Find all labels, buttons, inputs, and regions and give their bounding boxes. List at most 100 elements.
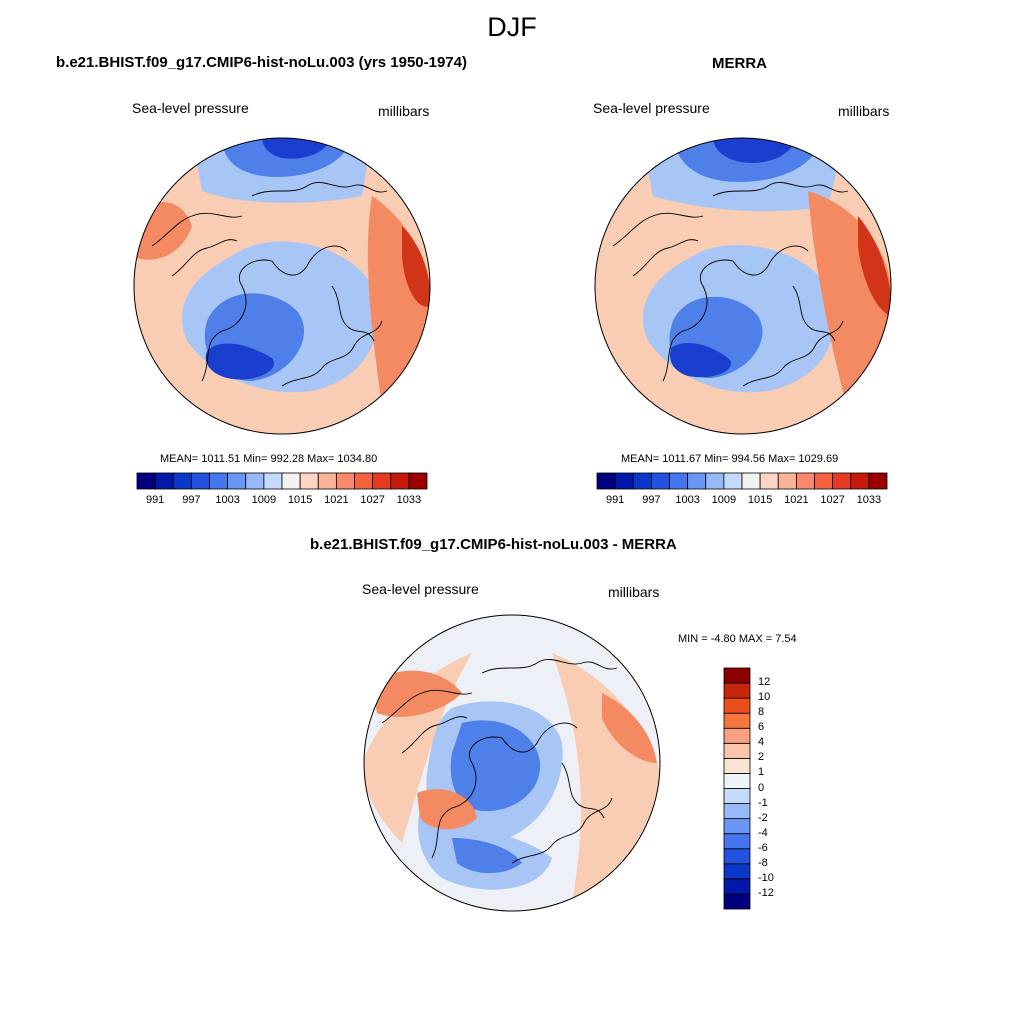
panel1-colorbar-box [190,472,210,490]
panel3-stats: MIN = -4.80 MAX = 7.54 [678,633,797,645]
panel3-colorbar-tick-label: -1 [758,796,768,809]
coastline [712,182,849,197]
panel2-units-label: millibars [838,103,890,119]
contour-region [552,653,660,903]
panel3-colorbar-tick-label: -4 [758,826,768,839]
panel3-colorbar-tick-label: 6 [758,721,765,734]
panel1-colorbar-tick-label: 1009 [251,494,277,506]
panel1-colorbar-tick-label: 1027 [360,494,385,506]
panel3-colorbar-box [723,697,751,714]
contour-region [858,216,891,316]
panel2-colorbar-tick-label: 1003 [675,494,700,506]
panel2-colorbar-box [705,472,725,490]
panel2-colorbar-box [687,472,707,490]
panel3-colorbar-box [723,667,751,684]
panel1-colorbar-ticks: 991 997 1003 1009 1015 1021 1027 1033 [137,494,427,508]
panel2-colorbar-box [632,472,652,490]
panel2-colorbar-tick-label: 997 [642,494,661,506]
panel2-colorbar-box [614,472,634,490]
panel3-units-label: millibars [608,584,660,600]
panel3-colorbar-box [723,848,751,865]
panel1-variable-label: Sea-level pressure [132,100,249,116]
panel2-colorbar-box [669,472,689,490]
panel3-colorbar-tick-label: 12 [758,676,771,689]
panel1-colorbar-tick-label: 1021 [324,494,349,506]
panel3-colorbar-tick-label: -8 [758,856,768,869]
coastline [632,239,699,277]
panel2-title: MERRA [712,55,767,72]
panel3-colorbar-box [723,818,751,835]
panel1-colorbar-box [227,472,247,490]
coastline [381,689,473,724]
panel1-polar-map [133,137,431,435]
panel3-colorbar-tick-label: -12 [758,886,774,899]
contour-region [669,343,732,378]
panel1-title: b.e21.BHIST.f09_g17.CMIP6-hist-noLu.003 … [56,54,467,71]
panel1-colorbar-box [354,472,374,490]
panel1-colorbar-box [154,472,174,490]
panel2-colorbar-tick-label: 1015 [747,494,773,506]
panel1-colorbar-tick-label: 1015 [287,494,313,506]
map-boundary-circle [133,137,431,435]
contour-region [205,343,274,380]
coastline [561,762,605,819]
panel1-colorbar-box [390,472,410,490]
panel3-colorbar-tick-label: -6 [758,841,768,854]
panel2-colorbar-box [759,472,779,490]
panel3-colorbar-tick-label: 10 [758,691,771,704]
panel2-variable-label: Sea-level pressure [593,100,710,116]
panel3-colorbar-box [723,878,751,895]
panel1-colorbar-box [317,472,337,490]
panel3-colorbar-box [723,757,751,774]
coastlines [612,182,849,387]
contour-field [364,615,660,911]
coastline [171,239,238,277]
contour-region [452,838,522,874]
coastlines [151,182,388,387]
panel2-stats: MEAN= 1011.67 Min= 994.56 Max= 1029.69 [621,453,839,465]
panel3-colorbar-box [723,803,751,820]
coastline [331,285,375,342]
contour-field [595,138,891,434]
panel2-colorbar-box [868,472,888,490]
panel3-colorbar-box [723,788,751,804]
coastline [151,212,243,247]
panel2-colorbar-ticks: 991 997 1003 1009 1015 1021 1027 1033 [597,494,887,508]
panel3-variable-label: Sea-level pressure [362,581,479,597]
panel3-colorbar-tick-label: 0 [758,781,765,794]
panel1-stats: MEAN= 1011.51 Min= 992.28 Max= 1034.80 [160,453,378,465]
panel2-colorbar-box [596,472,616,490]
panel1-colorbar-box [136,472,156,490]
contour-field [134,138,430,434]
panel1-colorbar-box [172,472,192,490]
panel3-colorbar-box [723,682,751,699]
panel3-colorbar-tick-label: -2 [758,811,768,824]
coastlines [381,659,618,864]
panel1-colorbar-box [209,472,229,490]
panel3-colorbar [723,667,751,910]
panel1-colorbar [136,472,428,490]
panel3-colorbar-tick-label: 2 [758,751,765,764]
panel1-colorbar-tick-label: 1033 [396,494,422,506]
coastline [481,659,618,674]
coastline [251,182,388,197]
panel1-colorbar-tick-label: 1003 [215,494,240,506]
contour-region [417,789,477,830]
panel3-colorbar-tick-label: -10 [758,871,774,884]
panel2-colorbar-box [777,472,797,490]
coastline [662,245,809,382]
panel3-colorbar-box [723,863,751,880]
panel1-colorbar-box [263,472,283,490]
panel2-colorbar-box [650,472,670,490]
panel3-colorbar-box [723,773,751,789]
contour-region [450,720,541,812]
panel3-colorbar-tick-label: 1 [758,766,765,779]
panel1-colorbar-tick-label: 991 [145,494,165,506]
contour-region [402,226,430,307]
panel3-polar-map [363,614,661,912]
panel1-colorbar-box [408,472,428,490]
panel1-colorbar-box [281,472,301,490]
coastline [742,320,844,387]
panel1-units-label: millibars [378,103,430,119]
panel2-colorbar [596,472,888,490]
